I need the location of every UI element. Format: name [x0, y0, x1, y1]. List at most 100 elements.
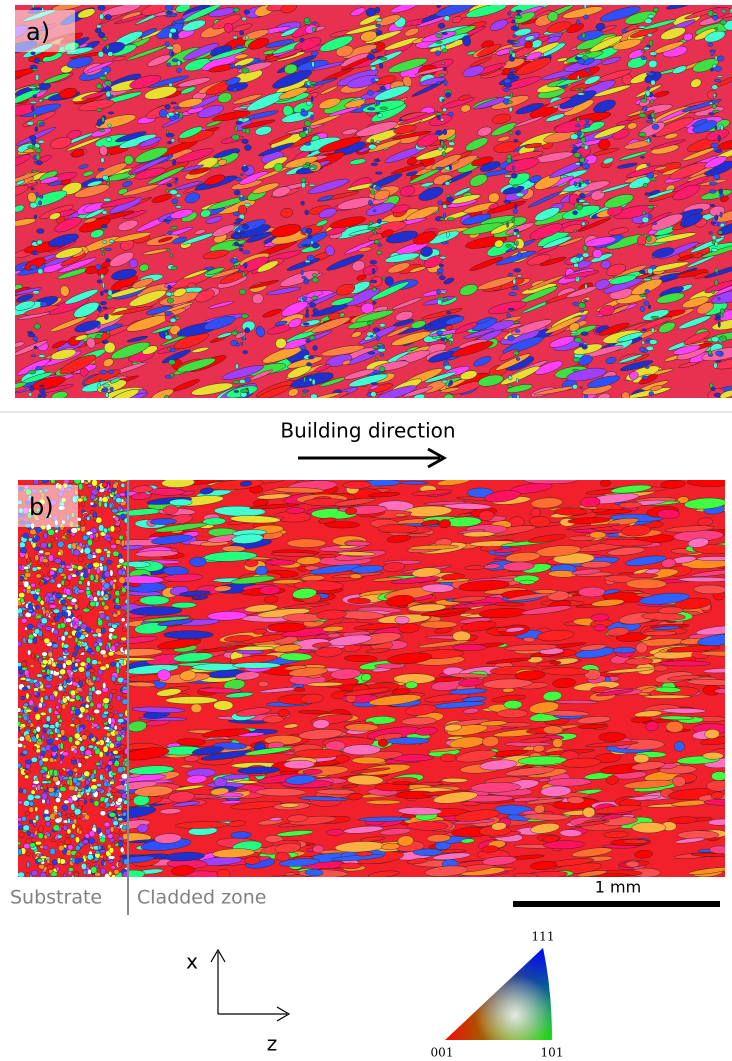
grain	[647, 268, 652, 274]
grain	[240, 389, 248, 393]
grain	[634, 754, 650, 763]
grain	[372, 346, 378, 349]
grain	[645, 19, 652, 24]
grain	[302, 228, 306, 234]
grain	[236, 45, 243, 48]
grain	[96, 568, 100, 575]
grain	[98, 168, 104, 171]
grain	[31, 653, 34, 659]
grain	[644, 47, 650, 50]
grain	[23, 825, 30, 831]
grain	[311, 51, 318, 56]
grain	[18, 800, 22, 804]
grain	[17, 842, 20, 845]
grain	[512, 20, 516, 23]
grain	[29, 807, 34, 813]
grain	[438, 23, 445, 28]
grain	[582, 203, 589, 205]
grain	[118, 862, 123, 868]
grain	[308, 356, 314, 359]
grain	[407, 821, 448, 830]
grain	[165, 105, 171, 110]
grain	[436, 35, 443, 38]
grain	[439, 276, 445, 280]
grain	[652, 124, 659, 129]
grain	[436, 289, 440, 294]
grain	[55, 797, 60, 802]
grain	[102, 497, 108, 503]
grain	[374, 664, 405, 669]
grain	[22, 687, 28, 690]
grain	[108, 52, 113, 57]
grain	[165, 311, 172, 315]
grain	[714, 393, 721, 397]
grain	[18, 743, 23, 747]
grain	[88, 869, 92, 874]
cladded-label: Cladded zone	[137, 887, 266, 909]
grain	[96, 590, 100, 596]
grain	[63, 644, 69, 648]
grain	[720, 308, 724, 314]
grain	[580, 387, 583, 389]
grain	[574, 229, 576, 232]
grain	[61, 736, 67, 741]
grain	[523, 637, 535, 642]
grain	[581, 137, 585, 143]
grain	[39, 195, 43, 198]
grain	[42, 559, 48, 563]
grain	[710, 68, 713, 72]
grain	[31, 870, 38, 876]
grain	[514, 268, 521, 272]
grain	[308, 235, 312, 239]
grain	[75, 663, 78, 667]
grain	[449, 180, 451, 183]
grain	[39, 355, 46, 358]
grain	[312, 278, 319, 283]
grain	[83, 608, 90, 612]
grain	[109, 743, 114, 749]
grain	[60, 760, 63, 764]
substrate-label: Substrate	[10, 887, 102, 909]
grain	[447, 217, 455, 220]
grain	[78, 800, 84, 806]
grain	[94, 858, 99, 861]
grain	[77, 642, 80, 646]
grain	[36, 726, 41, 732]
grain	[708, 11, 714, 16]
grain	[99, 613, 105, 619]
grain	[78, 667, 84, 673]
grain	[513, 185, 519, 189]
grain	[40, 770, 46, 774]
grain	[643, 695, 691, 699]
grain	[374, 227, 381, 229]
grain	[63, 777, 69, 780]
grain	[574, 263, 579, 267]
grain	[105, 644, 109, 650]
grain	[239, 197, 246, 200]
grain	[242, 224, 248, 229]
grain	[24, 770, 31, 774]
grain	[191, 704, 202, 713]
grain	[43, 783, 48, 790]
grain	[32, 542, 36, 548]
grain	[50, 478, 55, 484]
grain	[24, 775, 28, 779]
grain	[713, 174, 720, 179]
grain	[80, 746, 85, 752]
grain	[718, 322, 720, 328]
grain	[232, 331, 238, 336]
grain	[110, 526, 115, 533]
grain	[67, 635, 72, 639]
grain	[710, 846, 732, 854]
grain	[86, 587, 90, 591]
grain	[75, 709, 81, 715]
grain	[94, 709, 100, 713]
grain	[170, 348, 176, 352]
grain	[117, 610, 121, 616]
grain	[29, 843, 36, 848]
grain	[236, 343, 240, 346]
grain	[52, 644, 58, 648]
grain	[348, 598, 371, 604]
grain	[305, 260, 310, 263]
